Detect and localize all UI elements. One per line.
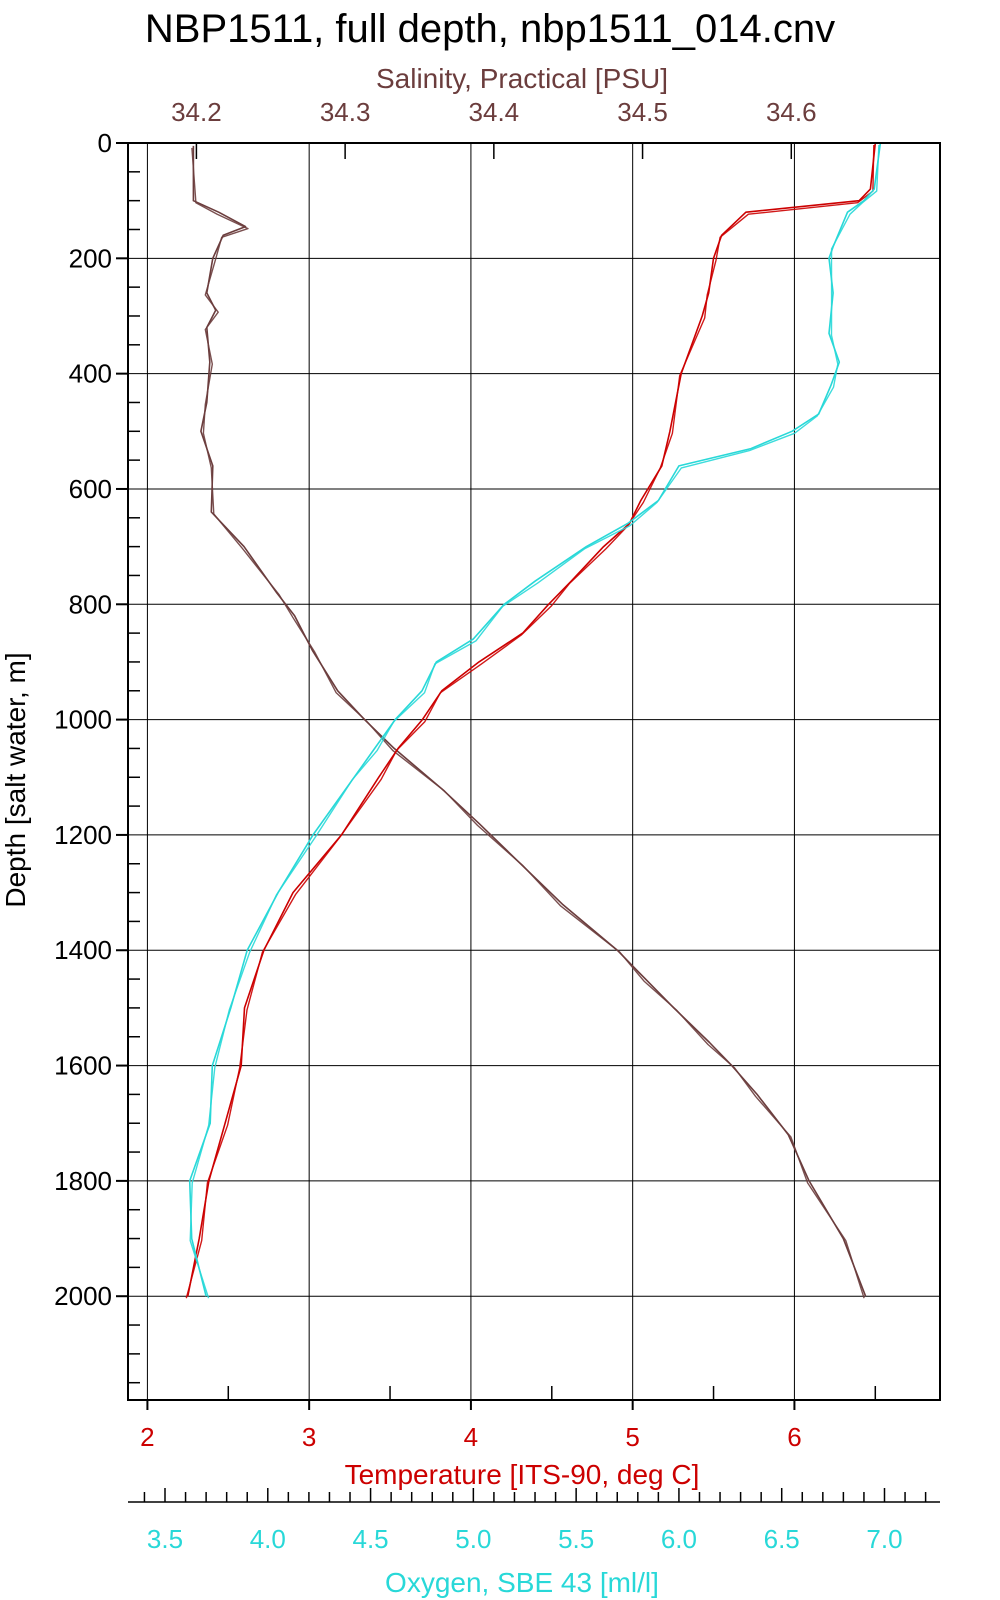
oxygen-tick-label: 5.5 (558, 1524, 594, 1554)
depth-tick-label: 0 (98, 128, 112, 158)
plot-frame (127, 142, 941, 1401)
depth-tick-label: 1000 (54, 705, 112, 735)
temperature-series-line-upcast (185, 144, 875, 1299)
depth-tick-label: 800 (69, 589, 112, 619)
depth-tick-label: 600 (69, 474, 112, 504)
depth-tick-label: 1400 (54, 935, 112, 965)
temperature-tick-label: 3 (302, 1422, 316, 1452)
temperature-tick-label: 5 (625, 1422, 639, 1452)
temperature-axis-title: Temperature [ITS-90, deg C] (345, 1459, 700, 1490)
temperature-tick-label: 6 (787, 1422, 801, 1452)
salinity-axis-title: Salinity, Practical [PSU] (376, 63, 668, 94)
temperature-series-line (187, 142, 877, 1297)
depth-tick-label: 1200 (54, 820, 112, 850)
depth-tick-label: 1600 (54, 1051, 112, 1081)
salinity-tick-label: 34.6 (766, 97, 817, 127)
chart-title: NBP1511, full depth, nbp1511_014.cnv (145, 7, 835, 51)
salinity-tick-label: 34.4 (469, 97, 520, 127)
oxygen-tick-label: 7.0 (866, 1524, 902, 1554)
oxygen-tick-label: 4.0 (250, 1524, 286, 1554)
depth-axis-title: Depth [salt water, m] (0, 652, 31, 907)
data-series (185, 142, 882, 1299)
oxygen-tick-label: 3.5 (147, 1524, 183, 1554)
depth-tick-label: 1800 (54, 1166, 112, 1196)
oxygen-tick-label: 6.5 (764, 1524, 800, 1554)
salinity-series-line (192, 145, 867, 1297)
oxygen-tick-label: 5.0 (455, 1524, 491, 1554)
depth-tick-label: 400 (69, 359, 112, 389)
salinity-tick-label: 34.2 (171, 97, 222, 127)
grid-lines (128, 142, 940, 1400)
salinity-tick-label: 34.5 (617, 97, 668, 127)
depth-tick-label: 200 (69, 243, 112, 273)
oxygen-series-line (188, 142, 882, 1297)
temperature-tick-label: 4 (464, 1422, 478, 1452)
oxygen-tick-label: 4.5 (352, 1524, 388, 1554)
oxygen-axis-title: Oxygen, SBE 43 [ml/l] (385, 1567, 659, 1598)
oxygen-tick-label: 6.0 (661, 1524, 697, 1554)
temperature-tick-label: 2 (140, 1422, 154, 1452)
salinity-tick-label: 34.3 (320, 97, 371, 127)
depth-tick-label: 2000 (54, 1281, 112, 1311)
